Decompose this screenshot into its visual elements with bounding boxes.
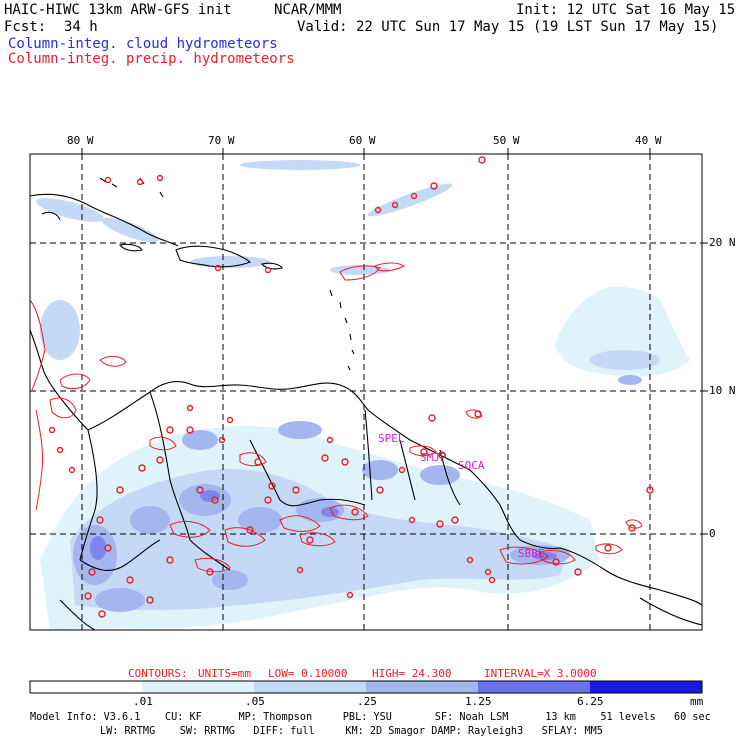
coastlines (30, 177, 702, 630)
contour-interval: INTERVAL=X 3.0000 (484, 667, 597, 680)
colorbar-unit: mm (690, 695, 704, 708)
right-ticks (702, 242, 708, 535)
station-smjp: SMJP (420, 451, 447, 464)
field-red-label: Column-integ. precip. hydrometeors (8, 51, 295, 67)
colorbar-tick-25: .25 (357, 695, 377, 708)
forecast-label: Fcst: (4, 19, 47, 35)
lon-label-50w: 50 W (493, 134, 520, 147)
init-time: Init: 12 UTC Sat 16 May 15 (516, 2, 736, 18)
station-soca: SOCA (458, 459, 485, 472)
institution: NCAR/MMM (274, 2, 342, 18)
model-info-line1: Model Info: V3.6.1 CU: KF MP: Thompson P… (30, 712, 711, 723)
cloud-shading (36, 160, 690, 630)
contour-units: UNITS=mm (198, 667, 251, 680)
lat-label-10n: 10 N (709, 384, 736, 397)
colorbar-tick-625: 6.25 (577, 695, 604, 708)
station-spel: SPEL (378, 432, 405, 445)
lat-label-20n: 20 N (709, 236, 736, 249)
top-ticks (81, 148, 651, 154)
lat-label-0: 0 (709, 527, 716, 540)
lon-label-40w: 40 W (635, 134, 662, 147)
lon-label-60w: 60 W (349, 134, 376, 147)
station-sbbe: SBBE (518, 547, 545, 560)
model-title: HAIC-HIWC 13km ARW-GFS init (4, 2, 232, 18)
contour-label: CONTOURS: (128, 667, 188, 680)
field-blue-label: Column-integ. cloud hydrometeors (8, 36, 278, 52)
model-info-line2: LW: RRTMG SW: RRTMG DIFF: full KM: 2D Sm… (100, 726, 603, 737)
colorbar-tick-05: .05 (245, 695, 265, 708)
forecast-hours: 34 h (64, 19, 98, 35)
map-frame (29, 153, 703, 631)
lat-lon-grid (30, 154, 702, 630)
valid-time: Valid: 22 UTC Sun 17 May 15 (19 LST Sun … (297, 19, 719, 35)
precip-cells (48, 156, 654, 618)
colorbar-tick-125: 1.25 (465, 695, 492, 708)
lon-label-80w: 80 W (67, 134, 94, 147)
contour-high: HIGH= 24.300 (372, 667, 452, 680)
colorbar (29, 680, 703, 694)
lon-label-70w: 70 W (208, 134, 235, 147)
contour-low: LOW= 0.10000 (268, 667, 348, 680)
colorbar-tick-01: .01 (133, 695, 153, 708)
